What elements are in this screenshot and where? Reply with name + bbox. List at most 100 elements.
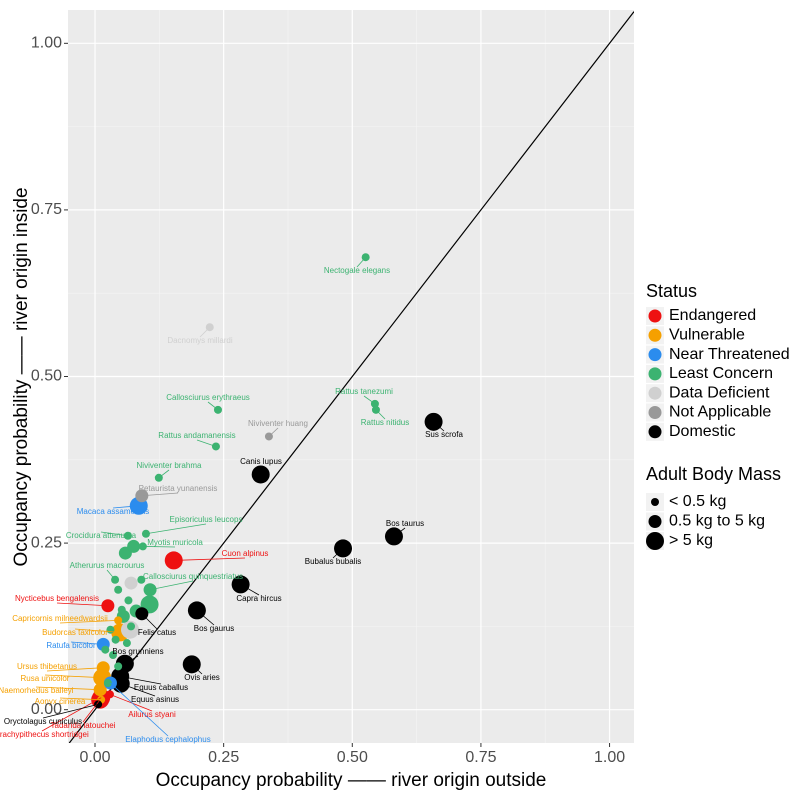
leader-line xyxy=(142,546,176,548)
point-label: Trachypithecus shortridgei xyxy=(0,730,89,739)
legend-label: > 5 kg xyxy=(669,532,713,549)
point-label: Niviventer brahma xyxy=(137,461,202,470)
legend-swatch xyxy=(648,386,662,400)
leader-line xyxy=(112,505,139,509)
leader-line xyxy=(268,427,279,437)
legend-label: Near Threatened xyxy=(669,346,790,363)
leader-line xyxy=(145,523,207,535)
legend-label: Data Deficient xyxy=(669,384,770,401)
x-tick-label: 1.00 xyxy=(594,749,625,766)
y-tick-label: 0.25 xyxy=(31,534,62,551)
leader-line xyxy=(46,667,104,672)
leader-line xyxy=(207,401,219,411)
legend-swatch xyxy=(648,367,662,381)
point-label: Naemorhedus baileyi xyxy=(0,686,74,695)
point-label: Aonyx cinerea xyxy=(35,697,86,706)
point-label: Dacnomys millardi xyxy=(167,336,233,345)
leader-line xyxy=(196,439,217,447)
point-label: Ovis aries xyxy=(184,673,220,682)
point-label: Sus scrofa xyxy=(425,430,463,439)
leader-line xyxy=(149,580,194,591)
leader-line xyxy=(41,697,102,732)
x-tick-label: 0.00 xyxy=(79,749,110,766)
point-label: Crocidura attenuata xyxy=(66,531,137,540)
x-tick-label: 0.75 xyxy=(465,749,496,766)
point xyxy=(123,531,132,540)
leader-line xyxy=(141,492,179,497)
legend-label: Endangered xyxy=(669,307,756,324)
y-tick-label: 1.00 xyxy=(31,35,62,52)
point-label: Bubalus bubalis xyxy=(305,557,361,566)
leader-line xyxy=(56,602,108,607)
point-label: Equus asinus xyxy=(131,695,179,704)
point-label: Rattus nitidus xyxy=(361,418,409,427)
legend-swatch xyxy=(648,309,662,323)
point-label: Capricornis milneedwardsii xyxy=(12,614,108,623)
point-label: Macaca assamensis xyxy=(77,507,149,516)
leader-line xyxy=(393,527,406,537)
leader-line xyxy=(59,619,119,624)
size-legend-title: Adult Body Mass xyxy=(646,464,781,484)
point xyxy=(101,645,110,654)
point-label: Episoriculus leucops xyxy=(170,515,243,524)
point xyxy=(103,679,112,688)
point-label: Callosciurus erythraeus xyxy=(166,393,250,402)
leader-line xyxy=(70,641,104,645)
size-swatch xyxy=(646,532,664,550)
point-label: Bos taurus xyxy=(386,519,424,528)
point xyxy=(114,662,123,671)
leader-line xyxy=(375,409,386,420)
leader-line xyxy=(240,584,260,596)
leader-line xyxy=(433,421,445,432)
legend-title: Status xyxy=(646,281,697,301)
leader-line xyxy=(44,674,103,679)
legend-swatch xyxy=(648,328,662,342)
point-label: Ailurus styani xyxy=(128,710,176,719)
leader-line xyxy=(356,256,366,268)
leader-line xyxy=(120,683,156,697)
point-label: Bos grunniens xyxy=(112,647,163,656)
y-tick-label: 0.00 xyxy=(31,701,62,718)
point-label: Petaurista yunanensis xyxy=(139,484,218,493)
leader-line xyxy=(191,664,203,675)
legend: Status Endangered Vulnerable Near Threatene… xyxy=(646,281,790,550)
leader-line xyxy=(35,686,101,691)
leader-line xyxy=(120,675,162,685)
point-label: Rattus andamanensis xyxy=(158,431,235,440)
point-label: Bos gaurus xyxy=(194,624,234,633)
leader-line xyxy=(173,557,246,561)
point-label: Oryctolagus cuniculus xyxy=(4,717,82,726)
reference-line xyxy=(68,11,634,743)
legend-label: Domestic xyxy=(669,423,736,440)
point-label: Cuon alpinus xyxy=(222,549,269,558)
point xyxy=(122,639,131,648)
point xyxy=(109,651,118,660)
point-label: Capra hircus xyxy=(236,594,281,603)
leader-line xyxy=(110,682,169,737)
leader-line xyxy=(100,531,128,537)
legend-swatch xyxy=(648,425,662,439)
point-label: Equus caballus xyxy=(134,683,188,692)
point xyxy=(137,575,146,584)
y-tick-label: 0.50 xyxy=(31,368,62,385)
leader-line xyxy=(74,628,121,633)
legend-label: Not Applicable xyxy=(669,404,771,421)
legend-label: Vulnerable xyxy=(669,327,745,344)
point-label: Ratufa bicolor xyxy=(46,641,96,650)
legend-label: 0.5 kg to 5 kg xyxy=(669,513,765,530)
point xyxy=(251,465,270,484)
point-label: Nectogale elegans xyxy=(324,266,390,275)
x-tick-label: 0.50 xyxy=(337,749,368,766)
point xyxy=(114,585,123,594)
leader-line xyxy=(158,469,170,479)
legend-label: Least Concern xyxy=(669,365,773,382)
point-label: Budorcas taxicolor xyxy=(42,628,108,637)
labels-layer: Cuon alpinus Nycticebus bengalensis Ailuru… xyxy=(0,256,463,744)
point xyxy=(124,596,133,605)
legend-label: < 0.5 kg xyxy=(669,493,726,510)
leader-line xyxy=(59,697,102,701)
x-tick-label: 0.25 xyxy=(208,749,239,766)
leader-line xyxy=(42,703,99,719)
point xyxy=(127,539,141,553)
